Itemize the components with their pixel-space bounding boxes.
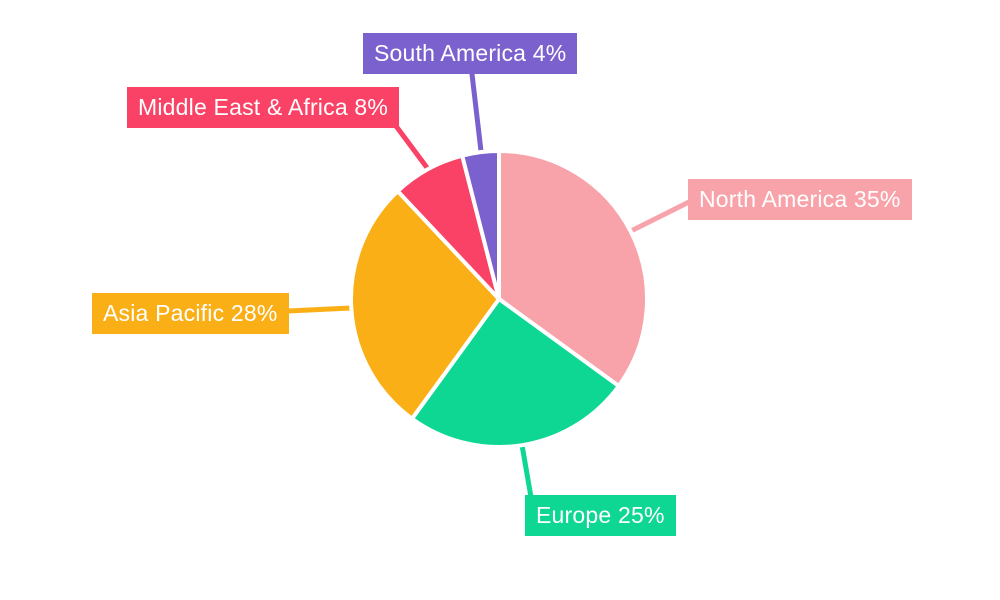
leader-lines <box>285 71 694 500</box>
pie-slice-europe[interactable] <box>410 297 621 449</box>
leader-line-europe <box>519 442 534 500</box>
pie-slice-north-america[interactable] <box>497 149 649 388</box>
leader-line-asia-pacific <box>285 305 354 314</box>
slice-label-middle-east-africa[interactable]: Middle East & Africa 8% <box>127 87 400 128</box>
pie-slices <box>349 149 649 449</box>
leader-line-middle-east-africa <box>393 123 431 172</box>
leader-line-south-america <box>469 71 484 154</box>
pie-slice-south-america[interactable] <box>460 149 501 301</box>
leader-line-north-america <box>630 198 694 233</box>
slice-label-south-america[interactable]: South America 4% <box>363 33 578 74</box>
pie-slice-asia-pacific[interactable] <box>349 189 501 421</box>
slice-label-north-america[interactable]: North America 35% <box>688 179 912 220</box>
slice-label-asia-pacific[interactable]: Asia Pacific 28% <box>92 293 289 334</box>
slice-label-europe[interactable]: Europe 25% <box>525 495 676 536</box>
